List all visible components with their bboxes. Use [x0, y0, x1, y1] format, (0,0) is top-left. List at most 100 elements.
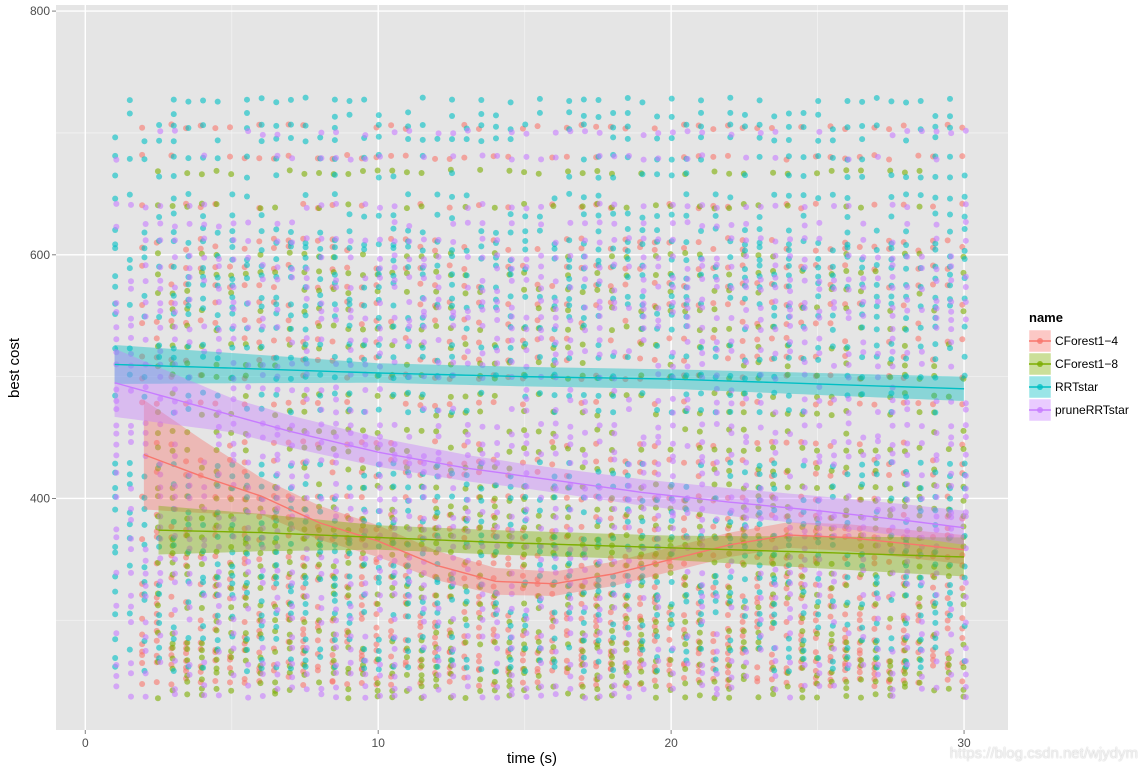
- data-point: [901, 342, 908, 349]
- data-point: [815, 111, 822, 118]
- data-point: [494, 306, 501, 313]
- data-point: [186, 339, 193, 346]
- data-point: [724, 152, 731, 159]
- data-point: [640, 686, 647, 693]
- data-point: [508, 256, 515, 263]
- data-point: [463, 272, 470, 279]
- data-point: [302, 600, 309, 607]
- data-point: [258, 471, 265, 478]
- data-point: [684, 568, 691, 575]
- data-point: [959, 585, 966, 592]
- data-point: [640, 337, 647, 344]
- data-point: [888, 98, 895, 105]
- data-point: [566, 302, 573, 309]
- data-point: [611, 305, 618, 312]
- data-point: [139, 320, 146, 327]
- data-point: [358, 615, 365, 622]
- data-point: [903, 592, 910, 599]
- data-point: [215, 603, 222, 610]
- data-point: [655, 657, 662, 664]
- data-point: [666, 335, 673, 342]
- data-point: [624, 293, 631, 300]
- data-point: [682, 641, 689, 648]
- data-point: [362, 657, 369, 664]
- data-point: [127, 670, 134, 677]
- data-point: [566, 560, 573, 567]
- data-point: [610, 245, 617, 252]
- data-point: [655, 323, 662, 330]
- data-point: [551, 564, 558, 571]
- data-point: [740, 426, 747, 433]
- data-point: [507, 229, 514, 236]
- data-point: [523, 347, 530, 354]
- data-point: [859, 122, 866, 129]
- data-point: [126, 562, 133, 569]
- data-point: [361, 484, 368, 491]
- data-point: [362, 580, 369, 587]
- data-point: [333, 409, 340, 416]
- data-point: [652, 619, 659, 626]
- data-point: [699, 304, 706, 311]
- data-point: [596, 239, 603, 246]
- data-point: [112, 506, 119, 513]
- data-point: [215, 326, 222, 333]
- data-point: [258, 598, 265, 605]
- data-point: [594, 286, 601, 293]
- data-point: [567, 219, 574, 226]
- data-point: [610, 210, 617, 217]
- data-point: [726, 584, 733, 591]
- data-point: [727, 194, 734, 201]
- data-point: [944, 595, 951, 602]
- data-point: [710, 153, 717, 160]
- data-point: [624, 518, 631, 525]
- data-point: [684, 363, 691, 370]
- data-point: [507, 293, 514, 300]
- data-point: [331, 390, 338, 397]
- data-point: [519, 657, 526, 664]
- data-point: [420, 493, 427, 500]
- data-point: [917, 192, 924, 199]
- data-point: [318, 300, 325, 307]
- data-point: [214, 274, 221, 281]
- data-point: [550, 202, 557, 209]
- data-point: [301, 408, 308, 415]
- data-point: [801, 359, 808, 366]
- data-point: [522, 293, 529, 300]
- data-point: [681, 244, 688, 251]
- data-point: [625, 152, 632, 159]
- data-point: [549, 623, 556, 630]
- data-point: [359, 465, 366, 472]
- data-point: [157, 128, 164, 135]
- data-point: [828, 631, 835, 638]
- data-point: [449, 493, 456, 500]
- data-point: [168, 681, 175, 688]
- data-point: [259, 261, 266, 268]
- data-point: [142, 670, 149, 677]
- data-point: [551, 635, 558, 642]
- data-point: [420, 693, 427, 700]
- data-point: [214, 561, 221, 568]
- data-point: [245, 219, 252, 226]
- data-point: [186, 274, 193, 281]
- data-point: [625, 396, 632, 403]
- data-point: [186, 661, 193, 668]
- data-point: [726, 481, 733, 488]
- data-point: [801, 339, 808, 346]
- data-point: [888, 194, 895, 201]
- data-point: [611, 648, 618, 655]
- data-point: [142, 313, 149, 320]
- data-point: [479, 591, 486, 598]
- data-point: [112, 460, 119, 467]
- data-point: [213, 656, 220, 663]
- data-point: [477, 524, 484, 531]
- data-point: [873, 281, 880, 288]
- data-point: [727, 294, 734, 301]
- data-point: [303, 686, 310, 693]
- data-point: [494, 316, 501, 323]
- data-point: [611, 690, 618, 697]
- data-point: [446, 204, 453, 211]
- data-point: [157, 307, 164, 314]
- data-point: [699, 527, 706, 534]
- data-point: [201, 682, 208, 689]
- data-point: [391, 496, 398, 503]
